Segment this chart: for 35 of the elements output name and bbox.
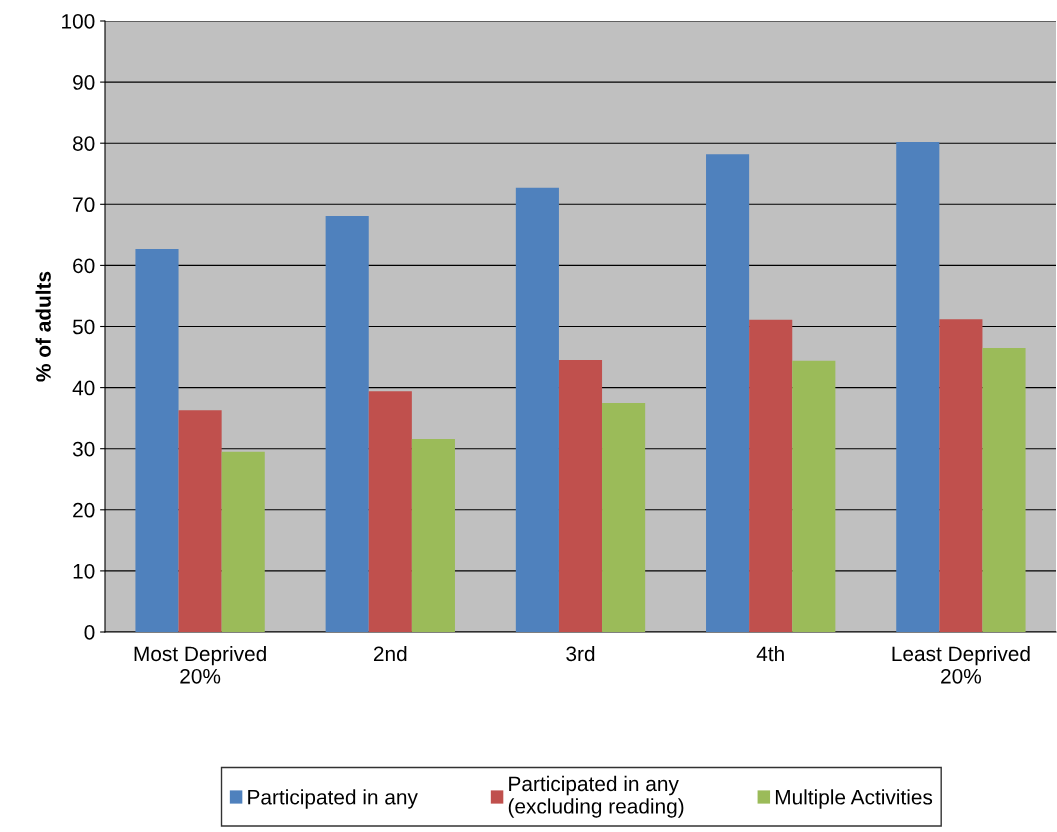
bar xyxy=(515,187,559,632)
bar xyxy=(558,360,603,632)
y-tick-label: 90 xyxy=(73,75,95,90)
x-tick-label: 2nd xyxy=(373,645,407,662)
y-tick-label: 10 xyxy=(73,563,95,579)
bar xyxy=(368,391,412,632)
bar xyxy=(411,438,455,632)
bar xyxy=(792,360,836,632)
bar xyxy=(749,319,793,632)
x-tick-label: 3rd xyxy=(566,645,595,662)
bar xyxy=(602,402,646,632)
bar xyxy=(135,248,179,632)
y-tick-label: 100 xyxy=(62,14,95,29)
x-tick-label: Most Deprived 20% xyxy=(134,645,266,684)
y-tick-label: 20 xyxy=(73,502,95,518)
bar xyxy=(325,215,369,632)
bar xyxy=(939,319,983,632)
y-tick-label: 80 xyxy=(73,136,95,151)
legend-label: Multiple Activities xyxy=(775,789,933,809)
bar xyxy=(896,141,940,632)
y-tick-label: 30 xyxy=(72,441,95,457)
y-tick-label: 40 xyxy=(72,380,95,396)
legend-label: Participated in any (excluding reading) xyxy=(508,775,684,818)
y-tick-label: 70 xyxy=(73,197,95,213)
y-tick-label: 50 xyxy=(72,319,95,335)
bar xyxy=(178,410,222,632)
y-tick-label: 0 xyxy=(84,625,95,640)
legend-label: Participated in any xyxy=(248,789,418,809)
bar xyxy=(706,154,750,632)
y-axis-title: % of adults xyxy=(35,271,51,382)
bar xyxy=(982,347,1026,632)
bar xyxy=(221,451,265,632)
x-tick-label: 4th xyxy=(756,645,784,662)
x-tick-label: Least Deprived 20% xyxy=(892,645,1030,684)
y-tick-label: 60 xyxy=(73,258,95,274)
